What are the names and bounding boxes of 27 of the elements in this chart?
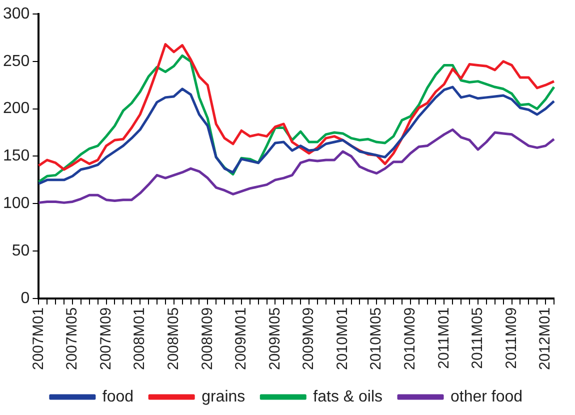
x-tick-label: 2008M05 — [165, 307, 182, 370]
legend-label: grains — [202, 388, 246, 406]
x-tick-label: 2008M01 — [131, 307, 148, 370]
legend-label: food — [102, 388, 134, 406]
x-tick-label: 2007M05 — [64, 307, 81, 370]
x-tick-label: 2010M05 — [368, 307, 385, 370]
y-tick-label: 150 — [2, 148, 30, 165]
y-tick-label: 300 — [2, 5, 30, 22]
x-tick-label: 2007M09 — [97, 307, 114, 370]
x-tick-label: 2011M09 — [502, 307, 520, 369]
y-tick-label: 200 — [2, 100, 30, 118]
x-tick-label: 2011M01 — [435, 307, 452, 369]
y-tick-label: 250 — [2, 52, 30, 70]
legend-label: fats & oils — [313, 388, 383, 406]
x-tick-label: 2009M05 — [266, 307, 284, 370]
x-tick-label: 2008M09 — [198, 307, 216, 370]
x-tick-label: 2009M01 — [232, 307, 250, 370]
x-tick-label: 2012M01 — [536, 307, 554, 370]
legend-label: other food — [450, 388, 523, 406]
x-tick-label: 2010M09 — [402, 307, 419, 370]
y-tick-label: 100 — [2, 195, 30, 212]
x-tick-label: 2007M01 — [30, 307, 47, 370]
x-tick-label: 2010M01 — [334, 307, 351, 370]
x-tick-label: 2009M09 — [300, 307, 318, 370]
y-tick-label: 0 — [20, 290, 30, 307]
x-tick-label: 2011M05 — [469, 307, 486, 369]
y-tick-label: 50 — [12, 242, 30, 260]
